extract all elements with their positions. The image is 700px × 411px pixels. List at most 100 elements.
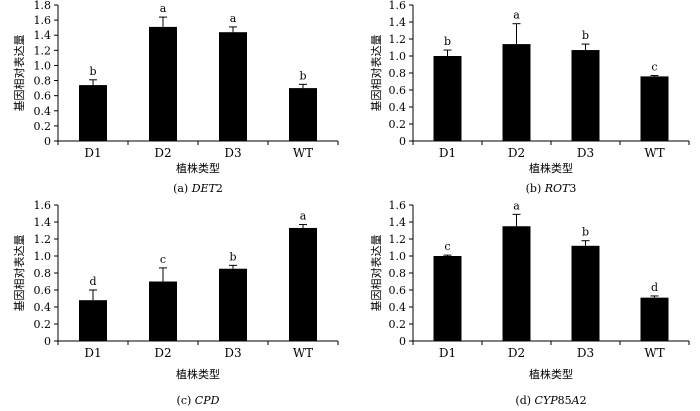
significance-label: d bbox=[89, 275, 96, 288]
significance-label: c bbox=[444, 240, 450, 253]
y-tick-label: 0.2 bbox=[389, 118, 407, 131]
panel-caption: (a) DET2 bbox=[173, 182, 223, 195]
significance-label: a bbox=[160, 2, 167, 15]
y-tick-label: 0.4 bbox=[389, 101, 407, 114]
y-tick-label: 0.6 bbox=[34, 90, 52, 103]
caption-gene-italic: CYP bbox=[535, 394, 559, 407]
caption-prefix: (b) bbox=[526, 182, 545, 195]
significance-label: a bbox=[230, 12, 237, 25]
bar-d2 bbox=[149, 26, 177, 142]
bar-wt bbox=[289, 88, 317, 141]
y-tick-label: 0.8 bbox=[34, 267, 52, 280]
y-tick-label: 1.4 bbox=[34, 29, 52, 42]
y-tick-label: 0.4 bbox=[34, 301, 52, 314]
bar-d1 bbox=[433, 56, 462, 141]
x-axis-title: 植株类型 bbox=[529, 161, 573, 175]
bar-d1 bbox=[79, 85, 107, 141]
x-category-label: D2 bbox=[154, 146, 171, 160]
panel-c-cpd: 0 0.2 0.4 0.6 0.8 1.0 1.2 1.4 1.6 d D1 c D2 b D3 a WT 基因相… bbox=[12, 199, 339, 407]
significance-label: b bbox=[299, 69, 306, 82]
caption-gene-plain: 3 bbox=[569, 182, 576, 195]
y-tick-label: 0.2 bbox=[34, 318, 52, 331]
caption-prefix: (c) bbox=[177, 394, 195, 407]
y-tick-label: 0.4 bbox=[389, 301, 407, 314]
significance-label: a bbox=[300, 210, 307, 223]
significance-label: a bbox=[513, 199, 520, 212]
x-category-label: D1 bbox=[84, 146, 101, 160]
x-category-label: D2 bbox=[508, 146, 525, 160]
y-tick-label: 1.0 bbox=[34, 250, 52, 263]
bar-d3 bbox=[219, 32, 247, 142]
significance-label: d bbox=[651, 281, 658, 294]
y-tick-label: 1.0 bbox=[389, 250, 407, 263]
caption-prefix: (d) bbox=[515, 394, 534, 407]
x-category-label: WT bbox=[644, 146, 664, 160]
x-axis-title: 植株类型 bbox=[176, 161, 220, 175]
bar-wt bbox=[640, 76, 669, 141]
y-tick-label: 1.2 bbox=[389, 33, 407, 46]
y-tick-label: 1.0 bbox=[389, 50, 407, 63]
y-tick-label: 0.8 bbox=[389, 267, 407, 280]
bar-d1 bbox=[433, 256, 462, 341]
y-axis-title: 基因相对表达量 bbox=[369, 35, 383, 112]
y-tick-label: 1.6 bbox=[389, 199, 407, 212]
bar-d3 bbox=[571, 50, 600, 141]
y-tick-label: 0 bbox=[399, 335, 406, 348]
y-tick-label: 0.2 bbox=[34, 120, 52, 133]
x-category-label: D3 bbox=[577, 146, 594, 160]
y-tick-label: 1.0 bbox=[34, 59, 52, 72]
bar-d3 bbox=[219, 268, 247, 341]
y-tick-label: 0.6 bbox=[389, 284, 407, 297]
y-tick-label: 1.2 bbox=[34, 44, 52, 57]
bar-d2 bbox=[502, 226, 531, 341]
y-tick-label: 0.4 bbox=[34, 105, 52, 118]
significance-label: b bbox=[582, 29, 589, 42]
panel-caption: (c) CPD bbox=[177, 394, 220, 407]
bar-d1 bbox=[79, 300, 107, 341]
y-tick-label: 0.6 bbox=[34, 284, 52, 297]
y-tick-label: 1.4 bbox=[34, 216, 52, 229]
x-category-label: D3 bbox=[577, 346, 594, 360]
caption-gene-plain2: 2 bbox=[580, 394, 587, 407]
y-tick-label: 0.6 bbox=[389, 84, 407, 97]
y-tick-label: 1.6 bbox=[389, 0, 407, 12]
x-category-label: D1 bbox=[439, 346, 456, 360]
x-category-label: D3 bbox=[224, 346, 241, 360]
y-axis-title: 基因相对表达量 bbox=[12, 35, 26, 112]
x-axis-title: 植株类型 bbox=[529, 367, 573, 381]
y-tick-label: 0 bbox=[399, 135, 406, 148]
x-category-label: D3 bbox=[224, 146, 241, 160]
bar-d2 bbox=[149, 281, 177, 341]
y-tick-label: 0.8 bbox=[34, 75, 52, 88]
panel-caption: (d) CYP85A2 bbox=[515, 394, 586, 407]
significance-label: a bbox=[513, 9, 520, 22]
y-tick-label: 1.4 bbox=[389, 16, 407, 29]
caption-prefix: (a) bbox=[173, 182, 192, 195]
caption-gene-italic: DET bbox=[191, 182, 218, 195]
x-category-label: WT bbox=[644, 346, 664, 360]
y-tick-label: 1.8 bbox=[34, 0, 52, 12]
panel-b-rot3: 0 0.2 0.4 0.6 0.8 1.0 1.2 1.4 1.6 b D1 a D2 b D3 c WT 基因相… bbox=[369, 0, 690, 195]
caption-gene-italic: ROT bbox=[544, 182, 571, 195]
y-tick-label: 0.2 bbox=[389, 318, 407, 331]
x-category-label: WT bbox=[293, 146, 313, 160]
caption-gene-plain: 2 bbox=[216, 182, 223, 195]
panel-caption: (b) ROT3 bbox=[526, 182, 577, 195]
y-tick-label: 1.2 bbox=[34, 233, 52, 246]
x-category-label: D2 bbox=[154, 346, 171, 360]
panel-d-cyp85a2: 0 0.2 0.4 0.6 0.8 1.0 1.2 1.4 1.6 c D1 a D2 b D3 d WT 基因相… bbox=[369, 199, 690, 407]
significance-label: b bbox=[89, 65, 96, 78]
bar-d3 bbox=[571, 245, 600, 341]
y-tick-label: 1.6 bbox=[34, 14, 52, 27]
bar-wt bbox=[289, 227, 317, 341]
x-category-label: D1 bbox=[439, 146, 456, 160]
y-tick-label: 0 bbox=[44, 135, 51, 148]
bar-wt bbox=[640, 297, 669, 341]
caption-gene-plain: 85 bbox=[558, 394, 572, 407]
significance-label: b bbox=[229, 250, 236, 263]
x-axis-title: 植株类型 bbox=[176, 367, 220, 381]
significance-label: b bbox=[444, 35, 451, 48]
y-tick-label: 1.6 bbox=[34, 199, 52, 212]
caption-gene-italic: CPD bbox=[195, 394, 220, 407]
